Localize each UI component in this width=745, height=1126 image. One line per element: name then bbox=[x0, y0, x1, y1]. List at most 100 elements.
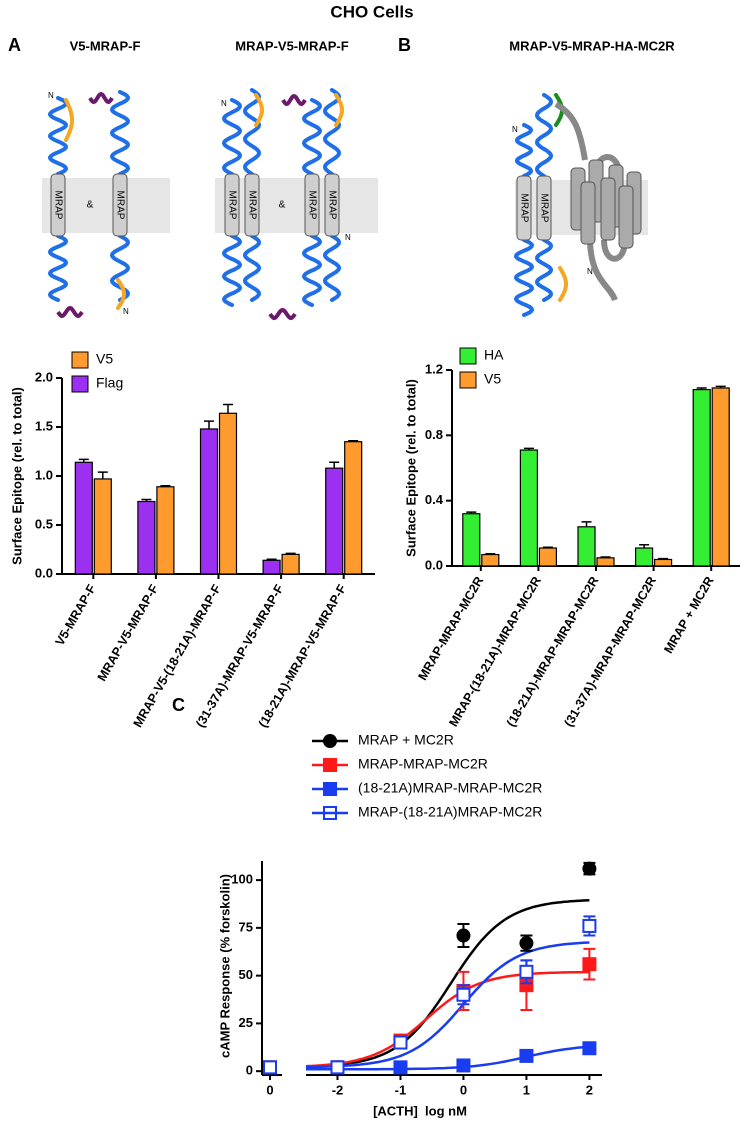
helix bbox=[580, 181, 596, 245]
n-terminus: N bbox=[123, 307, 129, 316]
peptide-chain bbox=[513, 238, 535, 317]
helix bbox=[112, 173, 128, 237]
error-bar bbox=[600, 556, 611, 558]
flag-tag bbox=[88, 91, 114, 105]
bar bbox=[519, 449, 539, 567]
peptide-chain bbox=[64, 98, 74, 142]
bar bbox=[156, 486, 175, 575]
data-point bbox=[456, 928, 471, 943]
data-point bbox=[519, 978, 534, 993]
flag-tag bbox=[56, 305, 84, 319]
n-terminus: N bbox=[48, 91, 54, 100]
bar bbox=[692, 389, 711, 567]
y-tick-label: 1.0 bbox=[35, 467, 53, 482]
panel-letter: A bbox=[8, 35, 21, 55]
y-tick-label: 25 bbox=[239, 1015, 253, 1030]
peptide-chain bbox=[301, 234, 323, 307]
bar bbox=[634, 547, 654, 567]
error-bar bbox=[348, 439, 359, 442]
x-tick-label: MRAP + MC2R bbox=[661, 574, 716, 656]
y-tick-label: 0 bbox=[246, 1063, 253, 1078]
y-axis-label: Surface Epitope (rel. to total) bbox=[9, 387, 24, 565]
panel-letter: C bbox=[172, 695, 185, 715]
helix bbox=[224, 173, 240, 237]
y-tick-label: 2.0 bbox=[35, 369, 53, 384]
fit-curve bbox=[306, 1045, 590, 1071]
y-tick-label: 50 bbox=[239, 967, 253, 982]
data-point bbox=[519, 936, 534, 951]
legend-label: MRAP-(18-21A)MRAP-MC2R bbox=[358, 804, 542, 820]
flag-tag bbox=[268, 307, 297, 321]
and-sign: & bbox=[87, 200, 94, 211]
helix-label: MRAP bbox=[326, 191, 337, 220]
y-tick-label: 100 bbox=[231, 872, 253, 887]
data-point bbox=[330, 1060, 345, 1075]
bar bbox=[653, 558, 673, 567]
helix bbox=[50, 173, 66, 237]
y-tick-label: 0.0 bbox=[35, 565, 53, 580]
n-terminus: N bbox=[221, 99, 227, 108]
data-point bbox=[582, 957, 597, 972]
error-bar bbox=[223, 403, 233, 414]
peptide-chain bbox=[334, 93, 344, 127]
y-tick-label: 0.8 bbox=[425, 427, 443, 442]
and-sign: & bbox=[279, 200, 286, 211]
bar bbox=[137, 500, 156, 575]
bar bbox=[281, 553, 300, 575]
x-tick-label: MRAP-V5-MRAP-F bbox=[95, 582, 162, 684]
helix-label: MRAP bbox=[306, 191, 317, 220]
membrane bbox=[42, 178, 648, 235]
peptide-chain bbox=[301, 98, 323, 176]
control-point bbox=[263, 1060, 277, 1075]
n-terminus: N bbox=[587, 267, 593, 276]
error-bar bbox=[639, 544, 650, 549]
data-point bbox=[519, 964, 534, 979]
helix bbox=[536, 175, 552, 241]
peptide-chain bbox=[242, 88, 262, 176]
y-tick-label: 75 bbox=[239, 919, 253, 934]
helix bbox=[244, 173, 260, 237]
error-bar bbox=[141, 498, 152, 502]
peptide-chain bbox=[47, 96, 69, 176]
data-point bbox=[393, 1035, 408, 1050]
x-tick-label: 0 bbox=[266, 1082, 273, 1097]
legend-swatch bbox=[71, 375, 89, 393]
peptide-chain bbox=[534, 238, 554, 302]
bar bbox=[74, 461, 93, 575]
peptide-chain bbox=[534, 93, 554, 178]
peptide-chain bbox=[254, 93, 264, 127]
helix-label: MRAP bbox=[114, 191, 125, 220]
x-tick-label: MRAP-MRAP-MC2R bbox=[415, 574, 486, 683]
fit-curve bbox=[305, 970, 590, 1068]
data-point bbox=[456, 987, 471, 1002]
data-point bbox=[582, 1041, 597, 1056]
error-bar bbox=[485, 553, 496, 555]
legend-label: MRAP + MC2R bbox=[358, 732, 454, 748]
peptide-chain bbox=[514, 123, 534, 178]
helix-label: MRAP bbox=[52, 191, 63, 220]
error-bar bbox=[523, 447, 534, 451]
x-tick-label: 0 bbox=[460, 1082, 467, 1097]
peptide-chain bbox=[322, 234, 342, 302]
bar bbox=[596, 557, 615, 567]
error-bar bbox=[466, 511, 477, 514]
legend-label: V5 bbox=[484, 371, 501, 387]
y-tick-label: 0.4 bbox=[425, 492, 444, 507]
error-bar bbox=[715, 385, 726, 388]
bar bbox=[218, 412, 238, 575]
error-bar bbox=[696, 387, 707, 390]
legend-label: (18-21A)MRAP-MRAP-MC2R bbox=[358, 780, 542, 796]
diagram-label: MRAP-V5-MRAP-F bbox=[235, 38, 348, 53]
helix-label: MRAP bbox=[538, 194, 549, 223]
y-tick-label: 0.5 bbox=[35, 516, 53, 531]
y-tick-label: 1.5 bbox=[35, 418, 53, 433]
error-bar bbox=[542, 546, 553, 549]
bar bbox=[577, 526, 596, 567]
y-axis-label: cAMP Response (% forskolin) bbox=[217, 874, 232, 1058]
flag-tag bbox=[281, 93, 307, 107]
x-tick-label: -1 bbox=[395, 1082, 407, 1097]
error-bar bbox=[266, 558, 277, 561]
bar bbox=[462, 513, 481, 567]
helix-label: MRAP bbox=[246, 191, 257, 220]
